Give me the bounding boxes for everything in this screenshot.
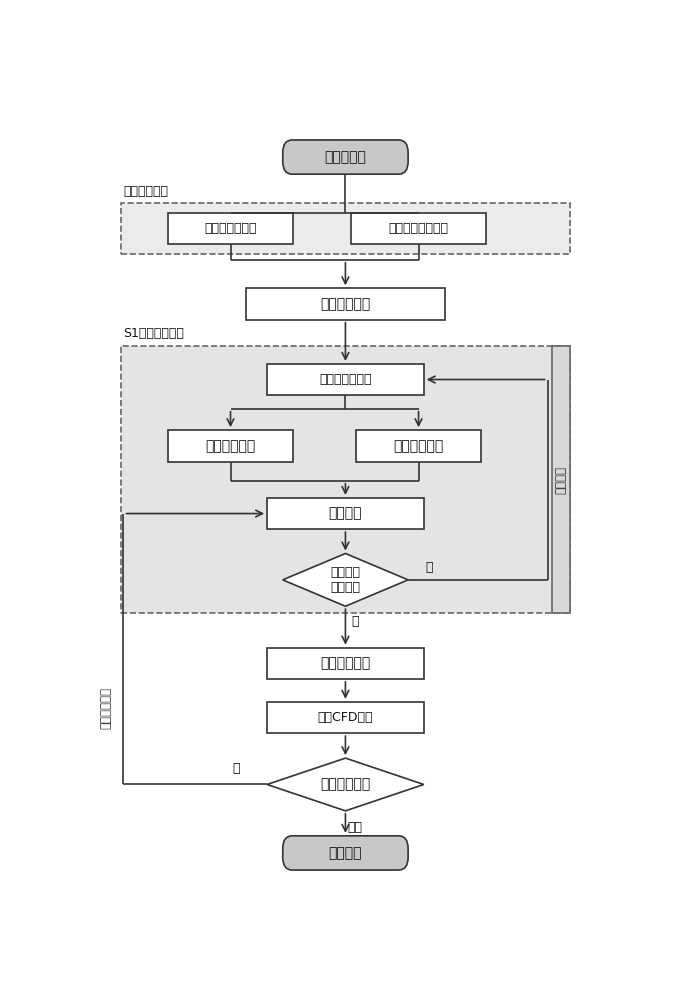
FancyBboxPatch shape [283,836,408,870]
Text: 设计转速性能分析: 设计转速性能分析 [388,222,449,235]
Text: 关键叶型提取: 关键叶型提取 [320,297,371,311]
Bar [552,346,570,613]
Text: S1流面叶型优化: S1流面叶型优化 [123,327,184,340]
Text: 考核气动性能: 考核气动性能 [320,777,371,791]
Text: 设计工况特性: 设计工况特性 [394,439,443,453]
Text: 否: 否 [232,762,239,775]
Text: 是: 是 [351,615,359,628]
Text: 目标函数: 目标函数 [329,507,362,521]
Polygon shape [283,553,408,606]
Bar [267,498,424,529]
Bar [267,364,424,395]
Text: 子午通流计算: 子午通流计算 [123,185,168,198]
Text: 否: 否 [425,561,433,574]
Bar [356,430,481,462]
Text: 完成设计: 完成设计 [329,846,362,860]
Text: 三维CFD校核: 三维CFD校核 [317,711,373,724]
FancyBboxPatch shape [283,140,408,174]
Text: 低转速性能分析: 低转速性能分析 [204,222,257,235]
Bar [121,346,570,613]
Polygon shape [267,758,424,811]
Bar [168,430,293,462]
Text: 生成三维叶片: 生成三维叶片 [320,656,371,670]
Bar [121,203,570,254]
Text: 原始压气机: 原始压气机 [324,150,367,164]
Text: 叶型调节: 叶型调节 [555,466,568,494]
Text: 二维叶型参数化: 二维叶型参数化 [319,373,371,386]
Bar [350,213,487,244]
Text: 目标函数调整: 目标函数调整 [100,687,113,729]
Bar [168,213,293,244]
Text: 低雷诺数特性: 低雷诺数特性 [206,439,255,453]
Text: 满足: 满足 [347,821,363,834]
Text: 是否达到
设计要求: 是否达到 设计要求 [330,566,361,594]
Bar [267,702,424,733]
Bar [246,288,445,320]
Bar [267,648,424,679]
